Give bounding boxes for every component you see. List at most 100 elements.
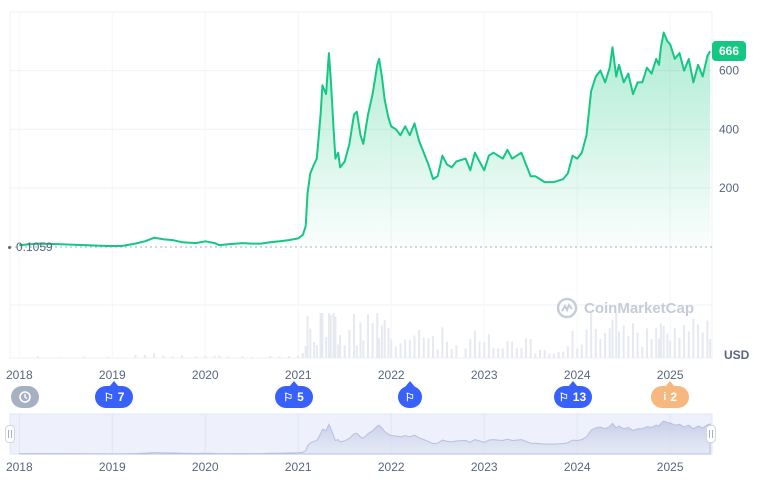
volume-bar [359, 322, 362, 358]
volume-bar [250, 357, 253, 358]
event-marker[interactable]: ⚐ 7 [95, 381, 134, 408]
volume-bar [511, 341, 514, 358]
volume-bar [701, 332, 704, 358]
y-tick-label: 400 [719, 122, 739, 136]
navigator-year-label: 2019 [99, 460, 126, 474]
volume-bar [106, 356, 109, 358]
navigator-area [18, 420, 711, 455]
navigator-year-label: 2025 [657, 460, 684, 474]
volume-bar [669, 340, 672, 358]
volume-bar [641, 346, 644, 358]
volume-bar [497, 348, 500, 358]
volume-bar [334, 317, 337, 358]
flag-icon: ⚐ [404, 391, 415, 404]
info-icon: i [663, 391, 667, 403]
year-label: 2018 [6, 368, 33, 382]
volume-bar [659, 323, 662, 358]
volume-bar [622, 325, 625, 358]
volume-bar [571, 330, 574, 358]
volume-bar [529, 339, 532, 358]
volume-bar [580, 344, 583, 358]
price-line [19, 31, 711, 247]
volume-bar [329, 315, 332, 358]
volume-bar [60, 357, 63, 358]
volume-bar [309, 328, 312, 358]
year-label: 2023 [471, 368, 498, 382]
volume-bar [631, 323, 634, 358]
volume-bar [36, 356, 39, 358]
volume-bar [543, 350, 546, 358]
navigator-year-label: 2022 [378, 460, 405, 474]
coinmarketcap-logo-icon [556, 297, 578, 319]
navigator-years: 2018 2019 2020 2021 2022 2023 2024 2025 [6, 460, 684, 474]
x-axis-years: 2018 2019 2020 2021 2022 2023 2024 2025 [6, 368, 684, 382]
volume-bar [362, 340, 365, 358]
volume-bar [301, 353, 304, 358]
volume-bar [353, 314, 356, 358]
current-price-badge: 666 [712, 41, 746, 61]
volume-bar [153, 353, 156, 358]
volume-bar [683, 325, 686, 358]
volume-bar [404, 339, 407, 358]
volume-bar [552, 353, 555, 358]
volume-bar [492, 348, 495, 358]
event-count: 13 [572, 390, 587, 404]
volume-bar [709, 339, 712, 358]
volume-bar [380, 325, 383, 358]
year-label: 2025 [657, 368, 684, 382]
volume-bar [538, 349, 541, 358]
start-price-dot [8, 246, 11, 250]
volume-bar [697, 324, 700, 358]
volume-bar [378, 338, 381, 358]
year-label: 2019 [99, 368, 126, 382]
history-button[interactable] [11, 386, 39, 408]
volume-bar [562, 351, 565, 358]
event-count: 7 [117, 390, 125, 404]
volume-bar [636, 332, 639, 358]
volume-bar [181, 355, 184, 358]
navigator-year-label: 2021 [285, 460, 312, 474]
start-price-label: 0.1059 [8, 240, 53, 254]
volume-bar [436, 349, 439, 358]
navigator-handle-left[interactable] [5, 425, 15, 443]
volume-bar [590, 313, 593, 358]
volume-bar [557, 351, 560, 358]
y-tick-label: 600 [719, 64, 739, 78]
volume-bar [455, 345, 458, 358]
volume-bar [218, 355, 221, 358]
volume-bar [321, 313, 324, 358]
volume-bar [604, 332, 607, 358]
volume-bar [599, 339, 602, 358]
event-marker[interactable]: ⚐ 13 [553, 381, 592, 408]
volume-bar [548, 353, 551, 358]
volume-bar [408, 339, 411, 358]
volume-bar [376, 313, 379, 358]
volume-bar [399, 343, 402, 358]
y-axis-ticks: 200 400 600 [719, 64, 739, 195]
currency-label: USD [724, 348, 750, 362]
volume-bar [143, 354, 146, 358]
volume-bar [645, 328, 648, 358]
volume-bar [134, 355, 137, 358]
volume-bar [390, 339, 393, 358]
navigator-year-label: 2023 [471, 460, 498, 474]
volume-bar [278, 356, 281, 358]
volume-bar [371, 323, 374, 358]
volume-bar [306, 315, 309, 358]
event-count: 2 [670, 390, 678, 404]
event-marker[interactable]: ⚐ 5 [274, 381, 313, 408]
volume-bar [171, 356, 174, 358]
volume-bar [315, 345, 318, 358]
year-label: 2024 [564, 368, 591, 382]
volume-bar [441, 327, 444, 358]
volume-bar [687, 331, 690, 358]
volume-bar [319, 313, 322, 358]
navigator-handle-right[interactable] [706, 425, 716, 443]
volume-bar [339, 335, 342, 358]
volume-bar [706, 320, 709, 358]
flag-icon: ⚐ [558, 391, 569, 404]
navigator-year-label: 2024 [564, 460, 591, 474]
event-marker[interactable]: ⚐ [397, 381, 422, 408]
